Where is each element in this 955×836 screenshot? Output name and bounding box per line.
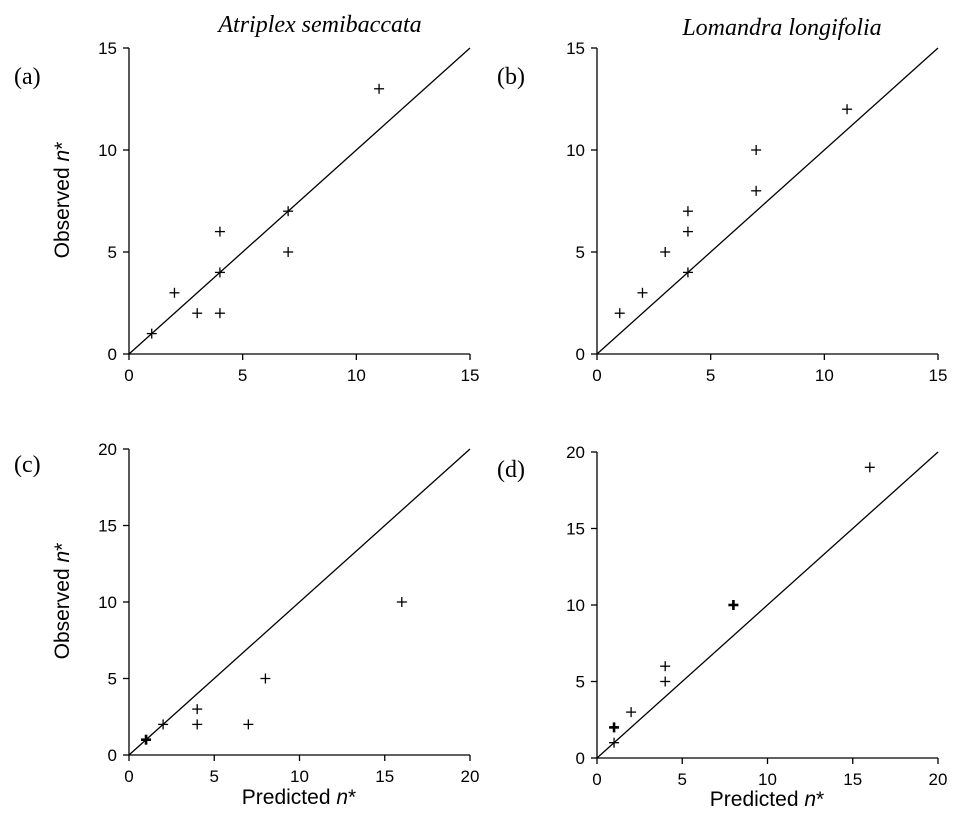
column-title-left: Atriplex semibaccata (216, 12, 421, 38)
data-point (637, 287, 648, 298)
x-tick-label: 10 (347, 366, 366, 385)
data-point (751, 185, 762, 196)
one-to-one-line (128, 448, 471, 756)
data-point (192, 704, 203, 715)
data-point (682, 267, 693, 278)
data-point (283, 206, 294, 217)
x-tick-label: 0 (124, 366, 133, 385)
y-tick-label: 15 (98, 39, 117, 58)
panel-c: 0 5 10 15 20 0 5 10 15 20 (c) Observed n* Predicted … (14, 440, 479, 809)
x-tick-label: 0 (124, 767, 133, 786)
x-tick-label: 15 (461, 366, 480, 385)
data-point (214, 226, 225, 237)
y-tick-label: 10 (98, 593, 117, 612)
one-to-one-line (596, 451, 939, 759)
x-tick-label: 5 (678, 770, 687, 789)
panel-d: 0 5 10 15 20 0 5 10 15 20 (d) Predicted n* (497, 443, 947, 811)
x-tick-label: 10 (815, 366, 834, 385)
data-point (842, 104, 853, 115)
y-tick-label: 5 (108, 670, 117, 689)
y-tick-label: 0 (576, 345, 585, 364)
panel-a: 0 5 10 15 0 5 10 15 (a) Observed n* (14, 39, 479, 385)
data-point (192, 308, 203, 319)
data-point (146, 328, 157, 339)
data-point (660, 676, 671, 687)
x-tick-label: 5 (706, 366, 715, 385)
x-tick-label: 15 (929, 366, 948, 385)
one-to-one-line (596, 47, 939, 355)
data-point (609, 737, 620, 748)
y-tick-label: 5 (108, 243, 117, 262)
panel-label: (d) (497, 457, 525, 483)
panel-label: (c) (14, 452, 41, 478)
x-tick-label: 20 (461, 767, 480, 786)
data-point (243, 719, 254, 730)
x-axis-title: Predicted n* (242, 786, 356, 809)
panel-label: (b) (497, 64, 525, 90)
y-tick-label: 10 (566, 596, 585, 615)
data-point (214, 308, 225, 319)
data-point (192, 719, 203, 730)
data-point (141, 734, 152, 745)
x-tick-label: 0 (592, 366, 601, 385)
y-tick-label: 15 (98, 517, 117, 536)
data-point (728, 600, 739, 610)
panel-label: (a) (14, 64, 41, 90)
one-to-one-line (128, 47, 471, 355)
x-tick-label: 10 (758, 770, 777, 789)
y-tick-label: 5 (576, 243, 585, 262)
data-point (260, 673, 271, 684)
data-point (751, 145, 762, 155)
x-tick-label: 20 (929, 770, 948, 789)
column-title-right: Lomandra longifolia (681, 15, 881, 41)
data-point (396, 597, 407, 607)
x-tick-label: 5 (238, 366, 247, 385)
data-point (682, 226, 693, 237)
data-point (283, 247, 294, 257)
y-tick-label: 0 (108, 746, 117, 765)
x-tick-label: 5 (210, 767, 219, 786)
data-point (626, 707, 637, 718)
y-tick-label: 15 (566, 520, 585, 539)
data-point (614, 308, 625, 319)
y-tick-label: 10 (566, 141, 585, 160)
x-axis-title: Predicted n* (710, 788, 824, 811)
y-tick-label: 10 (98, 141, 117, 160)
y-tick-label: 20 (98, 440, 117, 459)
y-axis-title: Observed n* (51, 142, 74, 259)
y-tick-label: 0 (576, 749, 585, 768)
y-tick-label: 0 (108, 345, 117, 364)
data-point (169, 287, 180, 298)
y-tick-label: 15 (566, 39, 585, 58)
x-tick-label: 10 (290, 767, 309, 786)
data-point (864, 462, 875, 473)
data-point (609, 722, 620, 733)
x-tick-label: 15 (375, 767, 394, 786)
y-tick-label: 5 (576, 673, 585, 692)
data-point (660, 247, 671, 257)
y-tick-label: 20 (566, 443, 585, 462)
y-axis-title: Observed n* (51, 543, 74, 660)
data-point (682, 206, 693, 217)
x-tick-label: 15 (843, 770, 862, 789)
panel-b: 0 5 10 15 0 5 10 15 (b) (497, 39, 947, 385)
x-tick-label: 0 (592, 770, 601, 789)
data-point (374, 83, 385, 94)
data-point (660, 661, 671, 672)
data-point (158, 719, 169, 730)
data-point (214, 267, 225, 278)
